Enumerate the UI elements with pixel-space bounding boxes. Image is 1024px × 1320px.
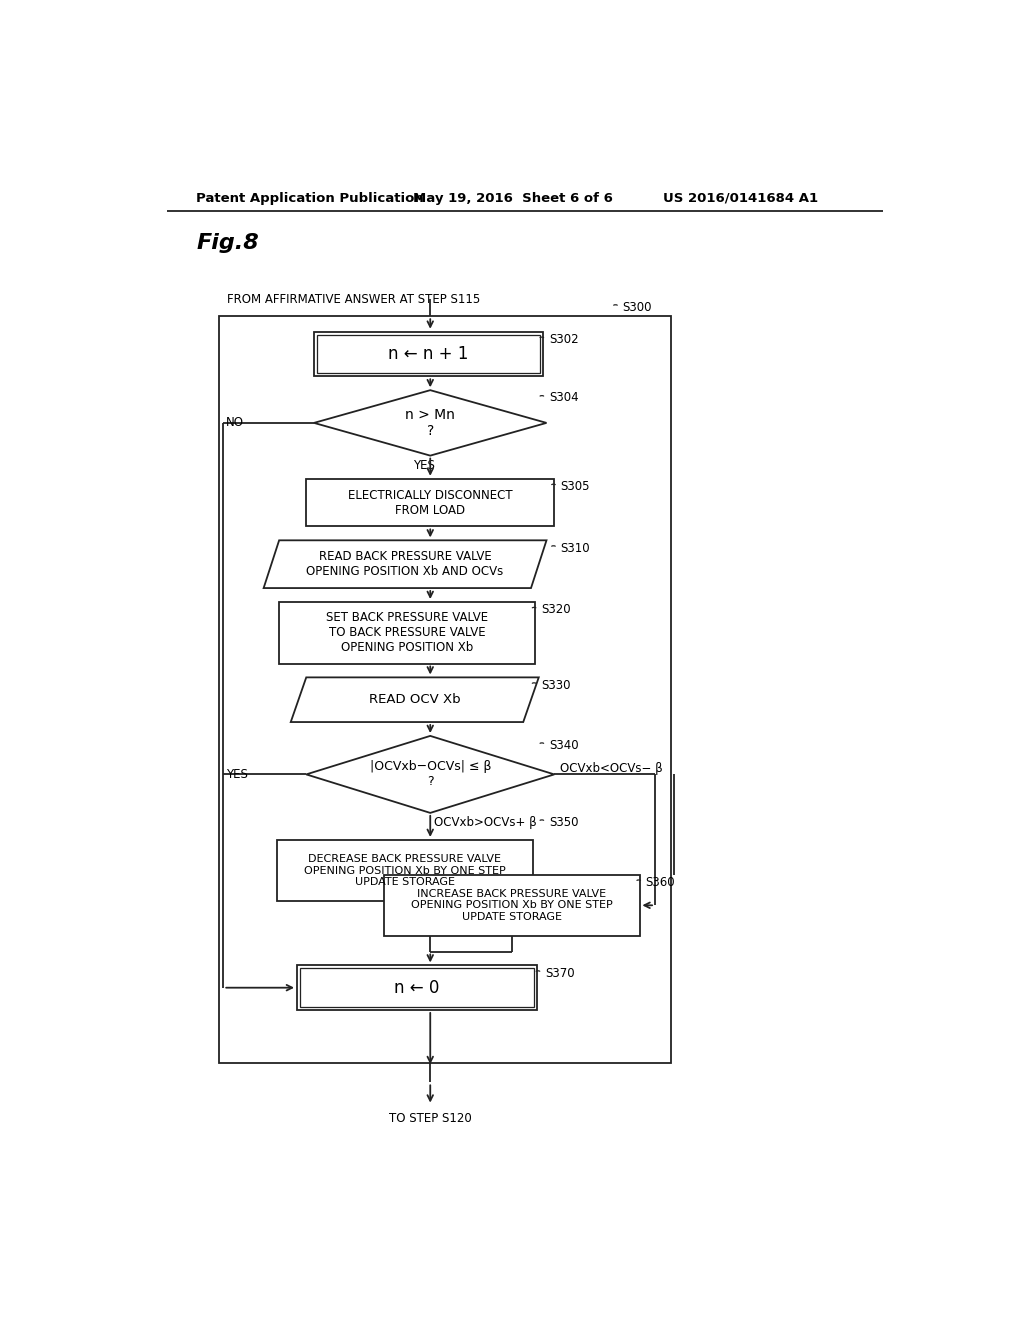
- Text: S360: S360: [646, 875, 675, 888]
- Text: n ← 0: n ← 0: [394, 978, 439, 997]
- Text: May 19, 2016  Sheet 6 of 6: May 19, 2016 Sheet 6 of 6: [414, 191, 613, 205]
- Text: S305: S305: [560, 480, 590, 492]
- Polygon shape: [291, 677, 539, 722]
- Text: S350: S350: [549, 816, 579, 829]
- Text: READ BACK PRESSURE VALVE
OPENING POSITION Xb AND OCVs: READ BACK PRESSURE VALVE OPENING POSITIO…: [306, 550, 504, 578]
- Text: OCVxb<OCVs− β: OCVxb<OCVs− β: [560, 762, 664, 775]
- Text: S320: S320: [541, 603, 570, 616]
- Text: |OCVxb−OCVs| ≤ β
?: |OCVxb−OCVs| ≤ β ?: [370, 760, 490, 788]
- Text: ELECTRICALLY DISCONNECT
FROM LOAD: ELECTRICALLY DISCONNECT FROM LOAD: [348, 488, 513, 516]
- Text: NO: NO: [225, 416, 244, 429]
- Bar: [306, 479, 554, 527]
- Text: n > Mn
?: n > Mn ?: [406, 408, 456, 438]
- Text: S302: S302: [549, 333, 579, 346]
- Text: S300: S300: [623, 301, 652, 314]
- Polygon shape: [314, 391, 547, 455]
- Text: YES: YES: [225, 768, 248, 781]
- Bar: [297, 965, 538, 1010]
- Text: INCREASE BACK PRESSURE VALVE
OPENING POSITION Xb BY ONE STEP
UPDATE STORAGE: INCREASE BACK PRESSURE VALVE OPENING POS…: [411, 888, 612, 921]
- Text: S304: S304: [549, 391, 579, 404]
- Bar: [314, 331, 543, 376]
- Bar: [280, 602, 535, 664]
- Text: YES: YES: [414, 459, 435, 473]
- Bar: [384, 874, 640, 936]
- Text: OCVxb>OCVs+ β: OCVxb>OCVs+ β: [434, 816, 537, 829]
- Text: READ OCV Xb: READ OCV Xb: [369, 693, 461, 706]
- Text: S340: S340: [549, 739, 579, 751]
- Text: S370: S370: [545, 966, 574, 979]
- Polygon shape: [263, 540, 547, 589]
- Text: SET BACK PRESSURE VALVE
TO BACK PRESSURE VALVE
OPENING POSITION Xb: SET BACK PRESSURE VALVE TO BACK PRESSURE…: [326, 611, 488, 655]
- Text: n ← n + 1: n ← n + 1: [388, 345, 469, 363]
- Text: Fig.8: Fig.8: [197, 234, 259, 253]
- Text: DECREASE BACK PRESSURE VALVE
OPENING POSITION Xb BY ONE STEP
UPDATE STORAGE: DECREASE BACK PRESSURE VALVE OPENING POS…: [304, 854, 506, 887]
- Polygon shape: [306, 737, 554, 813]
- Bar: [300, 969, 535, 1007]
- Bar: [276, 840, 532, 902]
- Text: S330: S330: [541, 678, 570, 692]
- Bar: [219, 317, 671, 1063]
- Text: FROM AFFIRMATIVE ANSWER AT STEP S115: FROM AFFIRMATIVE ANSWER AT STEP S115: [227, 293, 480, 306]
- Text: Patent Application Publication: Patent Application Publication: [197, 191, 424, 205]
- Text: TO STEP S120: TO STEP S120: [389, 1111, 472, 1125]
- Text: US 2016/0141684 A1: US 2016/0141684 A1: [663, 191, 818, 205]
- Text: S310: S310: [560, 541, 590, 554]
- Bar: [317, 335, 540, 374]
